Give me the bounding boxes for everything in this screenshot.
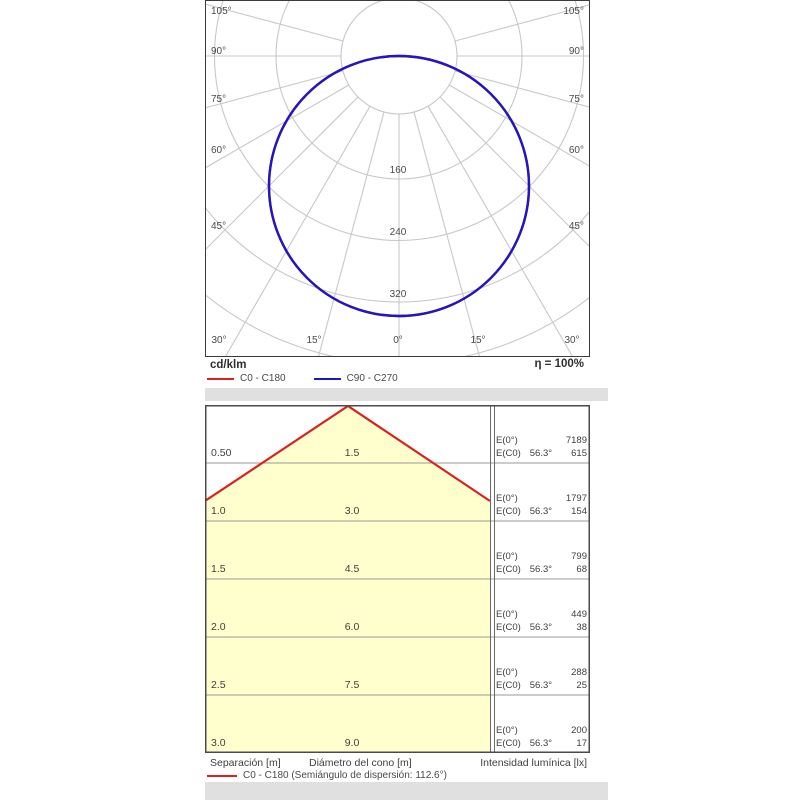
illuminance-cell: E(0°) 799 E(C0) 56.3° 68 <box>496 550 587 576</box>
angle-label-bottom-m15: 15° <box>306 335 322 346</box>
e0-value: 1797 <box>565 493 587 504</box>
polar-diagram-plot <box>206 1 589 356</box>
legend-line-red-swatch <box>207 774 237 777</box>
separation-value: 1.0 <box>211 505 226 517</box>
legend-line-red-swatch <box>207 377 234 380</box>
ec0-label: E(C0) <box>496 738 521 749</box>
polar-grid <box>206 1 589 356</box>
half-angle-value: 56.3° <box>529 448 553 459</box>
separation-value: 0.50 <box>211 447 232 459</box>
angle-label-right-75: 75° <box>568 94 584 105</box>
legend-line-blue-swatch <box>313 377 341 380</box>
polar-efficiency-label: η = 100% <box>534 358 584 370</box>
ec0-value: 68 <box>576 564 587 575</box>
separation-header: Separación [m] <box>210 757 281 769</box>
separation-value: 2.0 <box>211 621 226 633</box>
diameter-value: 1.5 <box>344 447 360 459</box>
diameter-header: Diámetro del cono [m] <box>309 757 412 769</box>
cone-panel-border <box>205 405 590 753</box>
half-angle-value: 56.3° <box>529 622 553 633</box>
angle-label-bottom-m30: 30° <box>211 335 227 346</box>
angle-label-right-45: 45° <box>568 221 584 232</box>
half-angle-value: 56.3° <box>529 506 553 517</box>
illuminance-cell: E(0°) 7189 E(C0) 56.3° 615 <box>496 434 587 460</box>
half-angle-value: 56.3° <box>529 564 553 575</box>
ec0-value: 615 <box>571 448 587 459</box>
e0-label: E(0°) <box>496 551 518 562</box>
angle-label-right-90: 90° <box>568 46 584 57</box>
diameter-value: 4.5 <box>344 563 360 575</box>
e0-label: E(0°) <box>496 725 518 736</box>
angle-label-left-75: 75° <box>211 94 227 105</box>
half-angle-value: 56.3° <box>529 680 553 691</box>
ec0-label: E(C0) <box>496 564 521 575</box>
angle-label-bottom-0: 0° <box>393 335 403 346</box>
ec0-value: 17 <box>576 738 587 749</box>
angle-label-left-105: 105° <box>211 6 232 17</box>
angle-label-left-45: 45° <box>211 221 227 232</box>
legend-label-c0-c180: C0 - C180 <box>240 373 286 384</box>
separator-band-top <box>205 388 608 401</box>
e0-value: 799 <box>571 551 587 562</box>
e0-label: E(0°) <box>496 667 518 678</box>
ec0-label: E(C0) <box>496 506 521 517</box>
angle-label-left-60: 60° <box>211 145 227 156</box>
half-angle-value: 56.3° <box>529 738 553 749</box>
cone-footer: Separación [m] Diámetro del cono [m] Int… <box>205 757 590 771</box>
ring-label-160: 160 <box>389 165 407 176</box>
e0-value: 200 <box>571 725 587 736</box>
ec0-label: E(C0) <box>496 680 521 691</box>
polar-unit-label: cd/klm <box>210 359 247 371</box>
cone-legend: C0 - C180 (Semiángulo de dispersión: 112… <box>205 770 603 781</box>
diameter-value: 7.5 <box>344 679 360 691</box>
e0-value: 449 <box>571 609 587 620</box>
e0-label: E(0°) <box>496 435 518 446</box>
cone-diagram-panel: 0.50 1.5 E(0°) 7189 E(C0) 56.3° 615 1.0 3.0… <box>205 405 590 753</box>
e0-value: 7189 <box>565 435 587 446</box>
cone-diagram-plot <box>205 405 590 753</box>
cone-row-lines <box>205 462 590 696</box>
ec0-value: 25 <box>576 680 587 691</box>
e0-value: 288 <box>571 667 587 678</box>
intensity-curve-c90-c270 <box>267 54 531 318</box>
intensity-header: Intensidad lumínica [lx] <box>480 757 587 769</box>
polar-diagram-panel <box>205 0 590 357</box>
separation-value: 1.5 <box>211 563 226 575</box>
ring-label-240: 240 <box>389 227 407 238</box>
ec0-value: 38 <box>576 622 587 633</box>
legend-label-c90-c270: C90 - C270 <box>346 373 398 384</box>
separation-value: 2.5 <box>211 679 226 691</box>
angle-label-right-60: 60° <box>568 145 584 156</box>
angle-label-bottom-30: 30° <box>564 335 580 346</box>
illuminance-cell: E(0°) 1797 E(C0) 56.3° 154 <box>496 492 587 518</box>
cone-legend-label: C0 - C180 (Semiángulo de dispersión: 112… <box>243 770 447 781</box>
diameter-value: 3.0 <box>344 505 360 517</box>
illuminance-cell: E(0°) 449 E(C0) 56.3° 38 <box>496 608 587 634</box>
cone-column-divider <box>490 405 495 753</box>
ring-label-320: 320 <box>389 289 407 300</box>
diameter-value: 6.0 <box>344 621 360 633</box>
ec0-label: E(C0) <box>496 622 521 633</box>
illuminance-cell: E(0°) 288 E(C0) 56.3° 25 <box>496 666 587 692</box>
illuminance-cell: E(0°) 200 E(C0) 56.3° 17 <box>496 724 587 750</box>
separator-band-bottom <box>205 782 608 800</box>
polar-legend: C0 - C180 C90 - C270 <box>207 373 398 384</box>
ec0-value: 154 <box>571 506 587 517</box>
e0-label: E(0°) <box>496 609 518 620</box>
angle-label-right-105: 105° <box>563 6 584 17</box>
diameter-value: 9.0 <box>344 737 360 749</box>
separation-value: 3.0 <box>211 737 226 749</box>
e0-label: E(0°) <box>496 493 518 504</box>
ec0-label: E(C0) <box>496 448 521 459</box>
angle-label-left-90: 90° <box>211 46 227 57</box>
angle-label-bottom-15: 15° <box>470 335 486 346</box>
